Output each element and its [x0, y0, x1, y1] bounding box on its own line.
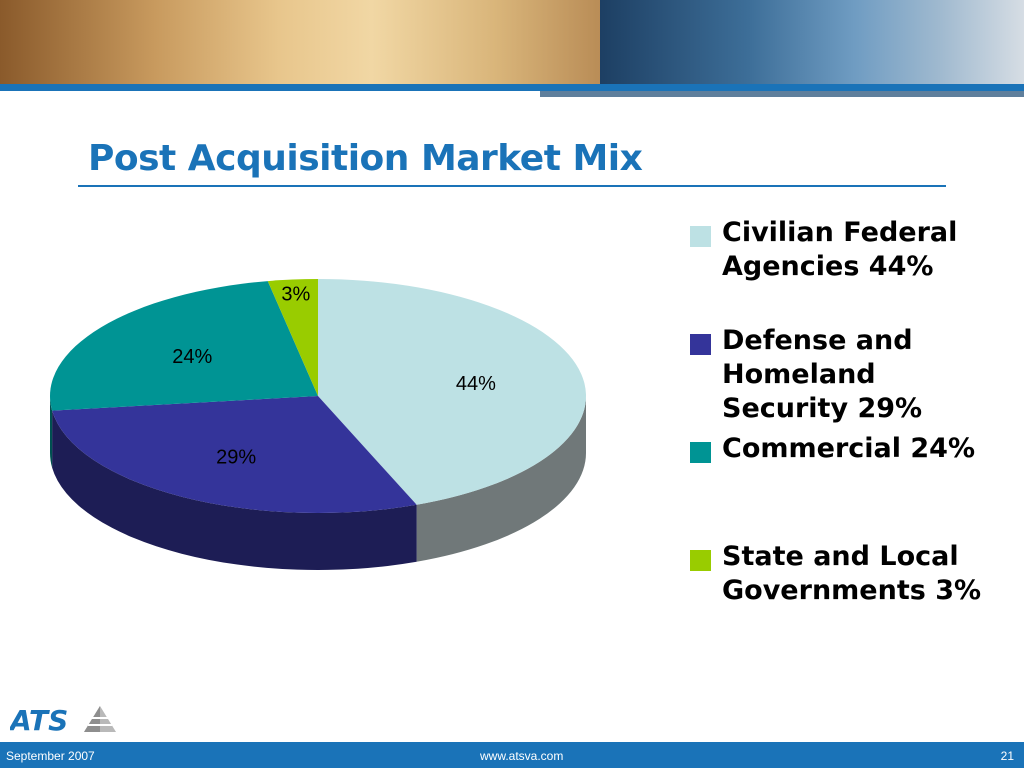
- pie-side-2: [50, 396, 53, 468]
- data-label-1: 29%: [216, 446, 256, 468]
- pie-slice-2: [49, 281, 318, 411]
- header-rule: [0, 84, 1024, 91]
- legend-swatch-defense: [690, 334, 711, 355]
- pie-chart: 44% 29% 24% 3%: [49, 279, 587, 570]
- pie-slice-0: [318, 279, 587, 505]
- pie-side-1: [52, 410, 417, 570]
- pie-slice-3: [267, 279, 318, 396]
- title-underline: [78, 185, 946, 187]
- legend-label: State and Local Governments 3%: [722, 541, 982, 606]
- legend-label: Defense and Homeland Security 29%: [722, 325, 923, 424]
- slide-title: Post Acquisition Market Mix: [88, 138, 643, 179]
- header-accent-strip: [540, 91, 1024, 97]
- pie-slice-1: [52, 396, 417, 513]
- pie-side-0: [416, 396, 586, 562]
- footer-bar: September 2007 www.atsva.com 21: [0, 742, 1024, 768]
- legend-swatch-civilian: [690, 226, 711, 247]
- banner-image-left: [0, 0, 620, 84]
- legend-label: Commercial 24%: [722, 433, 976, 464]
- footer-page-number: 21: [1000, 749, 1014, 763]
- data-label-0: 44%: [456, 373, 496, 395]
- footer-url: www.atsva.com: [480, 749, 564, 763]
- logo-text: ATS: [10, 704, 68, 736]
- banner-image-right: [600, 0, 1024, 84]
- ats-logo: ATS: [10, 704, 116, 736]
- footer-date: September 2007: [6, 749, 95, 763]
- legend-label: Civilian Federal Agencies 44%: [722, 217, 958, 282]
- legend-swatch-commercial: [690, 442, 711, 463]
- data-label-3: 3%: [281, 283, 310, 305]
- data-label-2: 24%: [172, 346, 212, 368]
- legend-swatch-state-local: [690, 550, 711, 571]
- header-banner: [0, 0, 1024, 84]
